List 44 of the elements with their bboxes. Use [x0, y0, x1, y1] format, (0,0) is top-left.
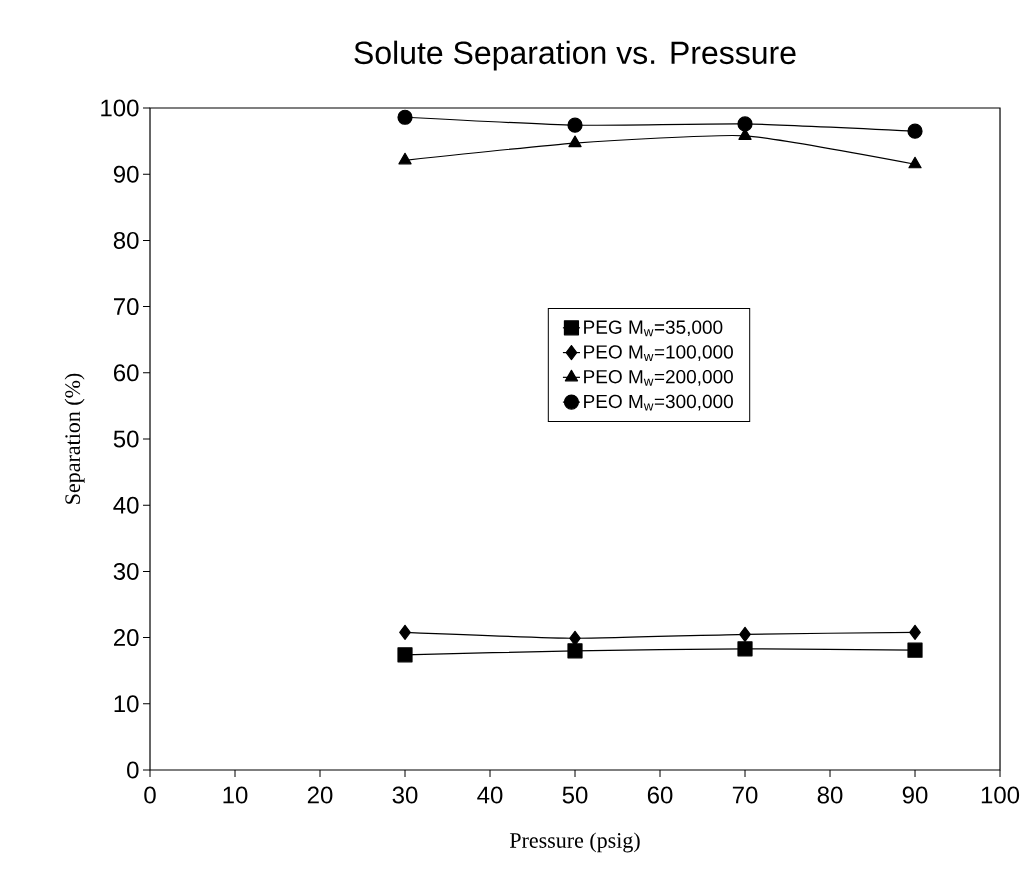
x-tick-label: 20: [307, 786, 333, 804]
point: [568, 135, 582, 148]
y-tick-label: 0: [127, 761, 139, 779]
y-tick-label: 80: [113, 231, 139, 249]
y-tick-label: 100: [101, 99, 139, 117]
x-tick-label: 60: [647, 786, 673, 804]
y-axis-title: Separation (%): [64, 373, 85, 504]
point: [908, 156, 922, 169]
y-tick-label: 90: [113, 165, 139, 183]
point: [907, 123, 923, 139]
point: [737, 116, 753, 132]
legend-label: PEG M$_{w}$=35,000: [584, 320, 723, 337]
point: [398, 152, 412, 165]
x-tick-label: 50: [562, 786, 588, 804]
chart-title: Solute Separation vs. Pressure: [354, 40, 796, 71]
x-tick-label: 100: [981, 786, 1020, 804]
x-tick-label: 40: [477, 786, 503, 804]
point: [569, 630, 581, 646]
point: [907, 642, 923, 658]
y-tick-label: 60: [114, 364, 139, 382]
x-tick-label: 70: [732, 786, 758, 804]
y-tick-label: 10: [114, 695, 139, 713]
y-tick-label: 20: [113, 629, 139, 647]
legend-label: PEO M$_{w}$=200,000: [584, 369, 733, 386]
x-tick-label: 0: [144, 786, 156, 804]
point: [567, 643, 583, 659]
y-tick-label: 50: [113, 430, 139, 448]
x-tick-label: 90: [902, 786, 928, 804]
x-tick-label: 10: [223, 786, 248, 804]
legend-label: PEO M$_{w}$=100,000: [584, 345, 733, 362]
point: [399, 624, 411, 640]
x-tick-label: 80: [817, 786, 843, 804]
point: [567, 117, 583, 133]
point: [397, 109, 413, 125]
legend-label: PEO M$_{w}$=300,000: [584, 394, 733, 411]
y-tick-label: 30: [113, 562, 139, 580]
point: [909, 624, 921, 640]
x-tick-label: 30: [392, 786, 418, 804]
point: [397, 647, 413, 663]
point: [739, 626, 751, 642]
y-tick-label: 70: [114, 298, 139, 316]
x-axis-title: Pressure (psig): [509, 832, 640, 853]
point: [737, 641, 753, 657]
y-tick-label: 40: [113, 496, 139, 514]
